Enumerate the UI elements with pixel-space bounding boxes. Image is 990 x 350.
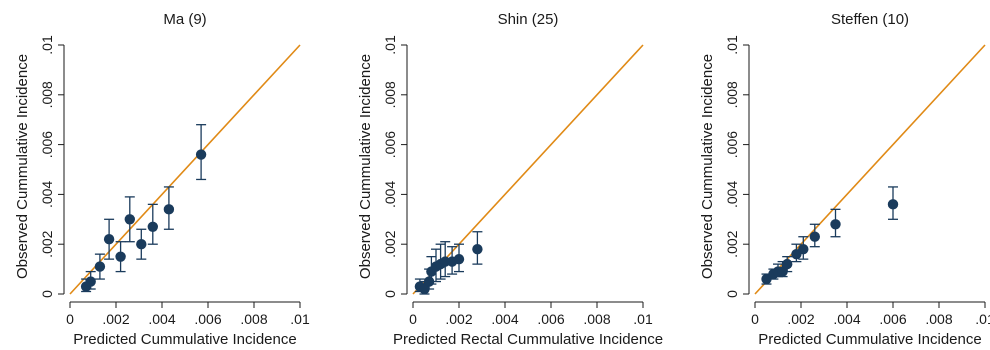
y-tick-label: .006	[382, 131, 398, 158]
x-axis-label: Predicted Rectal Cummulative Incidence	[393, 331, 663, 348]
data-point	[798, 243, 809, 255]
y-tick-label: .006	[39, 131, 55, 158]
data-point	[419, 283, 430, 295]
y-tick-label: .004	[382, 181, 398, 208]
y-tick-label: .002	[724, 230, 740, 257]
panel-2: Shin (25) 0 .002 .004 .006 .008 .01 0 .002 .004 .0…	[357, 11, 663, 348]
panel-title: Steffen (10)	[831, 11, 909, 28]
data-point	[124, 214, 135, 225]
x-tick-label: .004	[833, 311, 860, 327]
data-point	[103, 234, 115, 245]
y-axis-label: Observed Cummulative Incidence	[699, 54, 716, 279]
data-point	[887, 199, 899, 210]
y-tick-label: .002	[382, 230, 398, 257]
data-point	[809, 231, 820, 242]
y-tick-label: 0	[724, 290, 740, 298]
x-tick-label: .002	[787, 311, 814, 327]
x-tick-label: .002	[445, 311, 472, 327]
x-tick-label: .008	[583, 311, 610, 327]
x-tick-label: 0	[751, 311, 759, 327]
x-axis-label: Predicted Cummulative Incidence	[758, 331, 981, 348]
data-point	[830, 219, 841, 230]
y-axis-label: Observed Cummulative Incidence	[357, 54, 374, 279]
data-point	[423, 276, 435, 287]
x-tick-label: .008	[240, 311, 267, 327]
data-point	[136, 239, 147, 250]
x-tick-label: .01	[290, 311, 310, 327]
x-tick-label: .002	[102, 311, 129, 327]
x-tick-label: 0	[66, 311, 74, 327]
data-point	[453, 253, 465, 265]
panel-title: Shin (25)	[498, 11, 559, 28]
reference-line	[412, 44, 644, 295]
x-tick-label: .006	[194, 311, 221, 327]
y-tick-label: 0	[382, 290, 398, 298]
x-tick-label: .008	[925, 311, 952, 327]
data-point	[195, 149, 207, 160]
y-tick-label: 0	[39, 290, 55, 298]
x-tick-label: .01	[975, 311, 990, 327]
y-tick-label: .01	[382, 35, 398, 55]
y-tick-label: .004	[724, 181, 740, 208]
y-axis-label: Observed Cummulative Incidence	[14, 54, 31, 279]
data-point	[147, 221, 158, 232]
y-tick-label: .008	[724, 81, 740, 108]
y-tick-label: .008	[39, 81, 55, 108]
y-tick-label: .01	[724, 35, 740, 55]
y-tick-label: .006	[724, 131, 740, 158]
y-tick-label: .002	[39, 230, 55, 257]
panel-title: Ma (9)	[163, 11, 206, 28]
y-tick-label: .008	[382, 81, 398, 108]
data-point	[115, 251, 126, 262]
x-tick-label: .004	[148, 311, 175, 327]
data-point	[782, 258, 793, 270]
data-point	[85, 276, 96, 287]
data-point	[163, 204, 175, 215]
data-point	[777, 266, 788, 277]
x-tick-label: .006	[879, 311, 906, 327]
x-tick-label: .004	[491, 311, 518, 327]
x-axis-label: Predicted Cummulative Incidence	[73, 331, 296, 348]
panel-1: Ma (9) 0 .002 .004 .006 .008 .01 0 .002 .004 .006.…	[14, 11, 310, 348]
data-point	[472, 243, 483, 255]
reference-line	[69, 44, 301, 295]
x-tick-label: .006	[537, 311, 564, 327]
x-tick-label: 0	[409, 311, 417, 327]
panel-3: Steffen (10) 0 .002 .004 .006 .008 .01 0 .002 .00…	[699, 11, 990, 348]
y-tick-label: .01	[39, 35, 55, 55]
data-point	[94, 261, 106, 272]
x-tick-label: .01	[633, 311, 653, 327]
y-tick-label: .004	[39, 181, 55, 208]
